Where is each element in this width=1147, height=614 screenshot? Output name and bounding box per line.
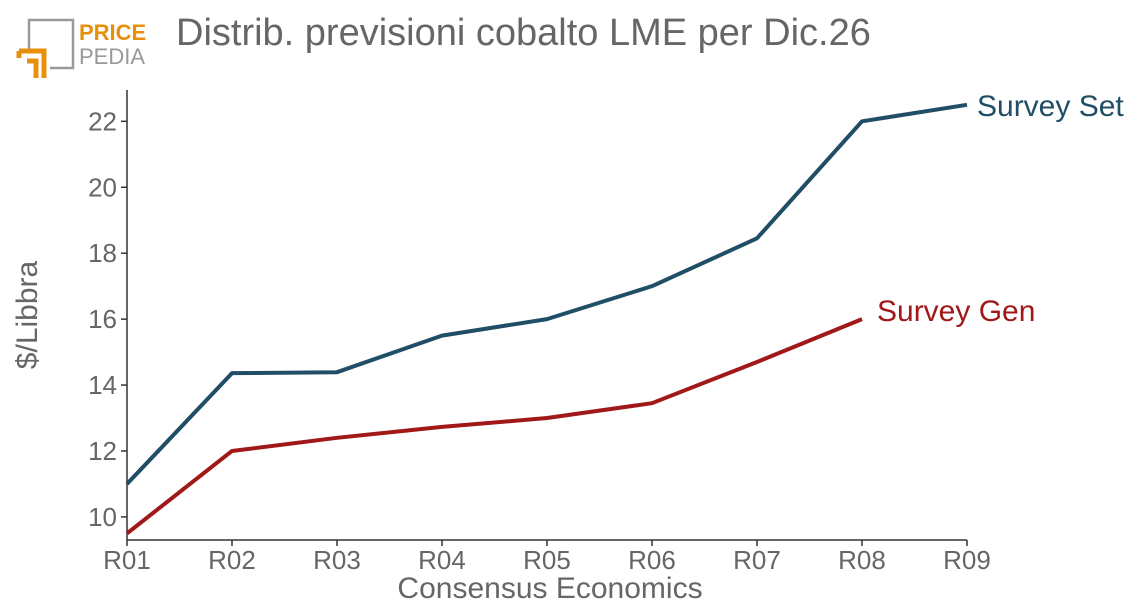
x-tick-label: R08	[838, 545, 886, 575]
logo-price: PRICE	[79, 20, 146, 45]
series-group: Survey Set Survey Gen	[125, 90, 1124, 535]
x-tick-label: R06	[628, 545, 676, 575]
y-axis-label: $/Libbra	[11, 260, 44, 369]
series-line-survey-gen	[125, 317, 863, 535]
series-label: Survey Gen	[877, 295, 1035, 328]
y-tick-label: 18	[88, 238, 117, 268]
y-tick-label: 20	[88, 172, 117, 202]
pricepedia-logo: PRICE PEDIA	[16, 18, 146, 78]
x-tick-label: R04	[418, 545, 466, 575]
y-tick-label: 16	[88, 304, 117, 334]
y-tick-label: 22	[88, 106, 117, 136]
x-tick-label: R03	[313, 545, 361, 575]
series-line-survey-set	[125, 102, 968, 486]
x-tick-label: R02	[208, 545, 256, 575]
logo-pedia: PEDIA	[79, 44, 145, 69]
series-label: Survey Set	[977, 90, 1124, 123]
y-tick-label: 10	[88, 502, 117, 532]
x-tick-label: R09	[943, 545, 991, 575]
x-tick-label: R07	[733, 545, 781, 575]
axes: 10 12 14 16 18 20 22 R01 R02 R03 R04 R05 R06 R07 R08 R0…	[88, 90, 991, 575]
x-tick-label: R01	[103, 545, 151, 575]
y-tick-label: 12	[88, 436, 117, 466]
y-tick-label: 14	[88, 370, 117, 400]
x-tick-label: R05	[523, 545, 571, 575]
chart-title: Distrib. previsioni cobalto LME per Dic.…	[176, 12, 871, 54]
x-axis-label: Consensus Economics	[397, 572, 702, 605]
